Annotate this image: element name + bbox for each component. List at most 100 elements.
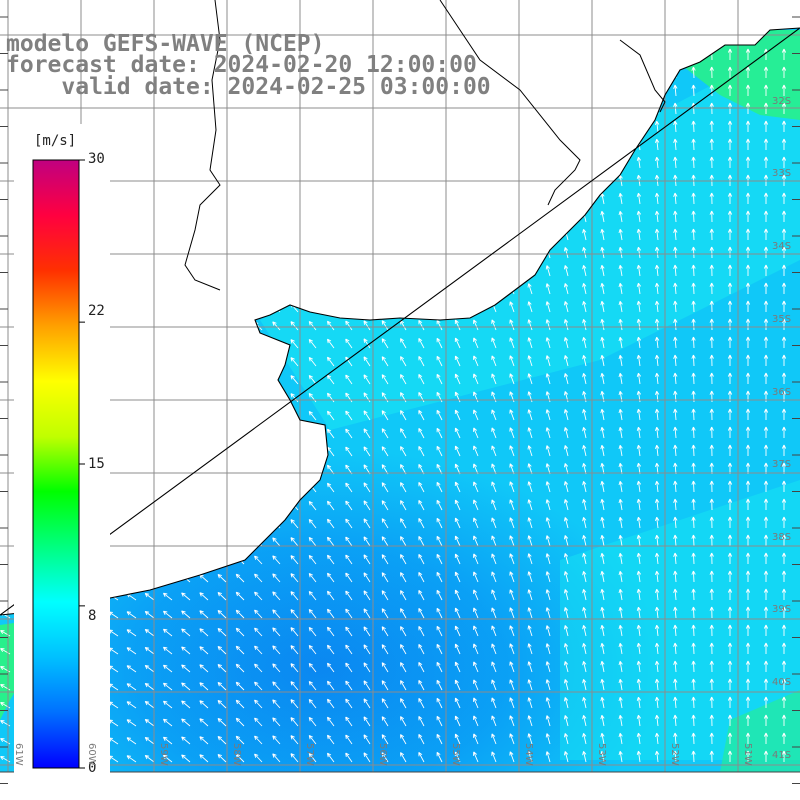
wind-arrow (509, 643, 515, 655)
wind-arrow (418, 445, 425, 457)
wind-arrow (636, 678, 642, 691)
wind-arrow (654, 282, 660, 295)
wind-arrow (636, 354, 642, 367)
wind-arrow (781, 714, 787, 726)
wind-arrow (709, 624, 714, 637)
wind-arrow (326, 554, 335, 565)
wind-arrow (781, 282, 787, 294)
wind-arrow (636, 156, 642, 169)
wind-arrow (272, 321, 281, 331)
wind-arrow (381, 680, 389, 691)
wind-arrow (181, 610, 191, 619)
wind-arrow (400, 572, 407, 583)
wind-arrow (545, 751, 551, 763)
wind-arrow (709, 498, 714, 511)
lat-label-39s: 39S (772, 604, 792, 615)
wind-arrow (326, 410, 335, 421)
wind-arrow (326, 572, 335, 583)
wind-arrow (418, 571, 425, 583)
wind-arrow (308, 338, 317, 349)
lon-label-53w: 53W (596, 743, 607, 766)
wind-arrow (582, 553, 587, 565)
wind-arrow (691, 642, 696, 655)
wind-arrow (491, 373, 497, 385)
wind-arrow (618, 660, 623, 673)
wind-arrow (491, 661, 497, 673)
wind-arrow (745, 318, 751, 330)
wind-arrow (781, 372, 787, 384)
wind-arrow (709, 156, 714, 169)
wind-arrow (436, 625, 443, 637)
wind-arrow (781, 750, 787, 762)
wind-arrow (473, 715, 479, 727)
wind-arrow (709, 66, 714, 79)
wind-arrow (235, 699, 245, 709)
wind-arrow (290, 573, 299, 583)
wind-arrow (235, 573, 245, 583)
wind-arrow (436, 715, 443, 727)
wind-arrow (600, 570, 605, 583)
wind-arrow (235, 645, 245, 655)
wind-arrow (436, 481, 443, 493)
wind-arrow (326, 338, 335, 349)
wind-arrow (454, 661, 461, 673)
wind-arrow (491, 319, 497, 331)
wind-arrow (763, 282, 769, 294)
wind-arrow (709, 264, 714, 277)
wind-arrow (290, 699, 299, 709)
wind-arrow (290, 501, 299, 511)
wind-arrow (290, 591, 299, 601)
wind-arrow (673, 246, 678, 259)
wind-arrow (418, 517, 425, 529)
wind-arrow (217, 573, 227, 583)
wind-arrow (545, 409, 551, 421)
wind-arrow (199, 736, 209, 745)
wind-arrow (636, 516, 642, 529)
wind-arrow (654, 552, 660, 565)
wind-arrow (308, 734, 317, 745)
wind-arrow (636, 246, 642, 259)
wind-arrow (217, 753, 227, 763)
wind-arrow (363, 572, 371, 583)
wind-arrow (381, 410, 389, 421)
wind-arrow (363, 338, 371, 349)
wind-arrow (290, 681, 299, 691)
wind-arrow (582, 265, 587, 277)
wind-arrow (618, 480, 623, 493)
wind-arrow (745, 228, 751, 240)
wind-arrow (727, 480, 733, 492)
wind-arrow (217, 699, 227, 709)
wind-arrow (308, 626, 317, 637)
wind-arrow (691, 138, 696, 151)
wind-arrow (308, 698, 317, 709)
wind-arrow (254, 717, 263, 727)
colorbar-scale (32, 159, 80, 769)
wind-arrow (527, 697, 533, 709)
wind-arrow (473, 319, 479, 331)
wind-arrow (618, 732, 623, 745)
wind-arrow (636, 624, 642, 637)
wind-arrow (727, 66, 733, 78)
wind-arrow (763, 66, 769, 78)
wind-arrow (545, 427, 551, 439)
wind-arrow (727, 138, 733, 150)
wind-arrow (673, 570, 678, 583)
wind-arrow (400, 410, 407, 421)
wind-arrow (618, 534, 623, 547)
wind-arrow (781, 120, 787, 132)
wind-arrow (363, 554, 371, 565)
wind-arrow (727, 336, 733, 348)
wind-arrow (636, 228, 642, 241)
wind-arrow (781, 264, 787, 276)
wind-arrow (582, 751, 587, 763)
wind-arrow (563, 733, 569, 745)
wind-arrow (491, 517, 497, 529)
wind-arrow (418, 607, 425, 619)
wind-arrow (745, 606, 751, 618)
wind-arrow (254, 609, 263, 619)
wind-arrow (636, 210, 642, 223)
wind-arrow (763, 210, 769, 222)
wind-arrow (345, 644, 353, 655)
wind-arrow (491, 355, 497, 367)
